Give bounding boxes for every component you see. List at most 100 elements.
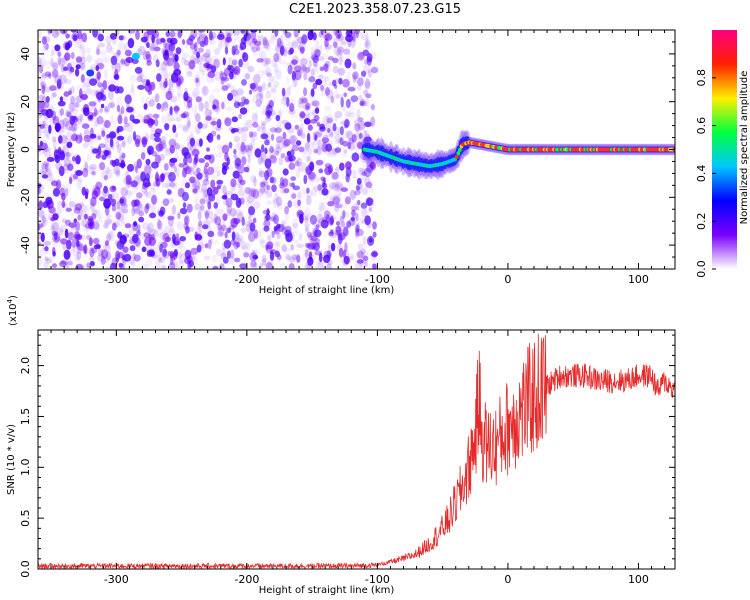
noise-cell [154, 154, 161, 165]
noise-cell [182, 202, 187, 209]
noise-cell [364, 121, 372, 128]
noise-cell [338, 186, 342, 195]
noise-cell [336, 33, 344, 42]
noise-cell [285, 35, 291, 43]
noise-cell [366, 57, 372, 67]
noise-cell [282, 30, 288, 35]
noise-cell [247, 142, 253, 151]
noise-cell [41, 84, 46, 95]
noise-cell [58, 135, 63, 144]
noise-cell [176, 75, 184, 85]
noise-cell [332, 196, 341, 205]
noise-cell [367, 69, 373, 78]
noise-cell [340, 120, 349, 126]
noise-cell [124, 122, 130, 128]
noise-cell [192, 87, 200, 98]
noise-cell [61, 192, 66, 201]
noise-cell [305, 215, 309, 221]
noise-cell [291, 74, 298, 82]
noise-cell [265, 86, 270, 93]
noise-cell [215, 105, 220, 116]
noise-cell [322, 64, 328, 69]
noise-cell [150, 30, 154, 35]
noise-cell [213, 202, 219, 209]
noise-cell [231, 59, 238, 66]
noise-cell [118, 59, 127, 68]
noise-cell [243, 166, 250, 173]
noise-cell [137, 200, 142, 209]
noise-cell [75, 221, 80, 232]
noise-cell [75, 234, 83, 241]
noise-cell [344, 196, 351, 205]
noise-cell [74, 226, 83, 233]
noise-cell [75, 134, 83, 144]
noise-cell [116, 128, 121, 136]
noise-cell [52, 92, 57, 98]
noise-cell [216, 144, 222, 150]
noise-cell [335, 221, 341, 226]
x-tick-label: -300 [104, 273, 129, 286]
noise-cell [201, 183, 207, 193]
noise-cell [192, 159, 198, 168]
noise-cell [143, 103, 148, 110]
y-multiplier-label: (x104) [6, 295, 19, 326]
noise-cell [131, 206, 135, 217]
noise-cell [173, 68, 182, 76]
noise-cell [97, 33, 105, 42]
noise-cell [284, 205, 289, 215]
noise-cell [184, 59, 190, 66]
noise-cell [356, 250, 364, 259]
noise-cell [308, 90, 316, 102]
noise-cell [230, 38, 237, 45]
noise-cell [233, 153, 237, 159]
noise-cell [159, 79, 163, 88]
noise-cell [134, 66, 143, 74]
noise-cell [66, 239, 72, 247]
noise-cell [124, 223, 132, 229]
noise-cell [255, 45, 261, 52]
noise-cell [93, 219, 100, 230]
noise-cell [162, 99, 168, 106]
noise-cell [273, 80, 280, 88]
noise-cell [166, 111, 174, 117]
noise-cell [120, 58, 126, 65]
noise-cell [141, 136, 148, 145]
noise-cell [371, 52, 377, 59]
noise-cell [48, 256, 53, 263]
noise-cell [233, 65, 241, 76]
noise-cell [125, 174, 132, 185]
noise-cell [42, 160, 50, 167]
noise-cell [280, 46, 287, 53]
noise-cell [324, 138, 333, 147]
noise-cell [167, 50, 174, 61]
noise-cell [52, 239, 58, 248]
noise-cell [276, 41, 284, 49]
noise-cell [98, 213, 103, 224]
noise-cell [333, 30, 338, 36]
noise-cell [64, 231, 73, 236]
noise-cell [317, 145, 325, 152]
noise-cell [238, 58, 243, 68]
noise-cell [216, 120, 221, 126]
noise-cell [157, 67, 165, 72]
noise-cell [190, 43, 196, 50]
noise-cell [332, 38, 338, 46]
noise-cell [251, 112, 258, 123]
noise-cell [136, 114, 144, 121]
noise-cell [140, 74, 147, 83]
noise-cell [354, 134, 358, 140]
noise-cell [195, 173, 202, 180]
noise-cell [162, 248, 167, 258]
noise-cell [154, 251, 163, 260]
bottom-plot-frame [37, 329, 676, 570]
noise-cell [170, 253, 176, 262]
noise-cell [193, 79, 198, 86]
noise-cell [335, 193, 343, 204]
noise-cell [344, 118, 350, 128]
noise-cell [153, 113, 159, 119]
noise-cell [296, 157, 302, 167]
noise-cell [271, 149, 277, 160]
noise-cell [45, 258, 52, 264]
noise-cell [141, 246, 147, 253]
noise-cell [78, 243, 85, 251]
